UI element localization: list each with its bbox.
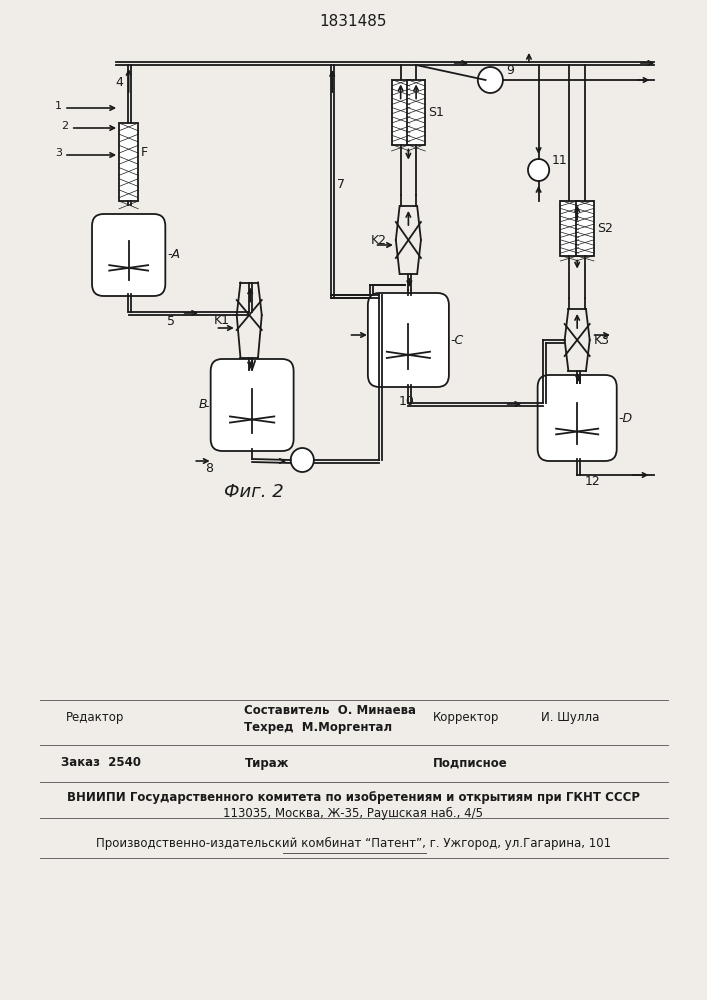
Bar [575, 200, 594, 255]
Text: 2: 2 [62, 121, 69, 131]
FancyBboxPatch shape [211, 359, 293, 451]
Text: Редактор: Редактор [66, 712, 124, 724]
Bar [392, 80, 410, 144]
Text: 113035, Москва, Ж-35, Раушская наб., 4/5: 113035, Москва, Ж-35, Раушская наб., 4/5 [223, 806, 484, 820]
Text: ВНИИПИ Государственного комитета по изобретениям и открытиям при ГКНТ СССР: ВНИИПИ Государственного комитета по изоб… [67, 792, 640, 804]
Text: И. Шулла: И. Шулла [542, 712, 600, 724]
Text: -: - [204, 400, 209, 414]
FancyBboxPatch shape [92, 214, 165, 296]
Text: 10: 10 [399, 395, 414, 408]
FancyBboxPatch shape [537, 375, 617, 461]
Bar [407, 80, 426, 144]
Text: -A: -A [168, 248, 180, 261]
Circle shape [291, 448, 314, 472]
Text: -C: -C [451, 334, 464, 347]
Text: Подписное: Подписное [433, 756, 507, 770]
Text: K2: K2 [370, 233, 387, 246]
Text: K1: K1 [214, 314, 230, 326]
Bar [119, 123, 139, 201]
Bar [561, 200, 578, 255]
Text: 9: 9 [506, 64, 514, 77]
Text: 5: 5 [168, 315, 175, 328]
Text: -D: -D [619, 412, 633, 424]
Text: Фиг. 2: Фиг. 2 [224, 483, 284, 501]
Text: Тираж: Тираж [245, 756, 289, 770]
Text: 4: 4 [115, 76, 123, 89]
Text: Корректор: Корректор [433, 712, 499, 724]
Text: 1831485: 1831485 [320, 14, 387, 29]
Text: Заказ  2540: Заказ 2540 [61, 756, 141, 770]
Text: 7: 7 [337, 178, 345, 192]
Text: S2: S2 [597, 222, 613, 234]
Text: 8: 8 [205, 462, 213, 475]
Text: 1: 1 [54, 101, 62, 111]
Text: Составитель  О. Минаева: Составитель О. Минаева [245, 704, 416, 718]
Text: 11: 11 [552, 154, 568, 167]
Text: 3: 3 [54, 148, 62, 158]
Circle shape [478, 67, 503, 93]
Circle shape [528, 159, 549, 181]
FancyBboxPatch shape [368, 293, 449, 387]
Text: Производственно-издательский комбинат “Патент”, г. Ужгород, ул.Гагарина, 101: Производственно-издательский комбинат “П… [96, 836, 611, 850]
Text: 12: 12 [585, 475, 601, 488]
Text: Техред  М.Моргентал: Техред М.Моргентал [245, 722, 392, 734]
Text: F: F [141, 145, 148, 158]
Text: B: B [199, 398, 208, 412]
Text: S1: S1 [428, 105, 444, 118]
Text: K3: K3 [594, 334, 609, 347]
